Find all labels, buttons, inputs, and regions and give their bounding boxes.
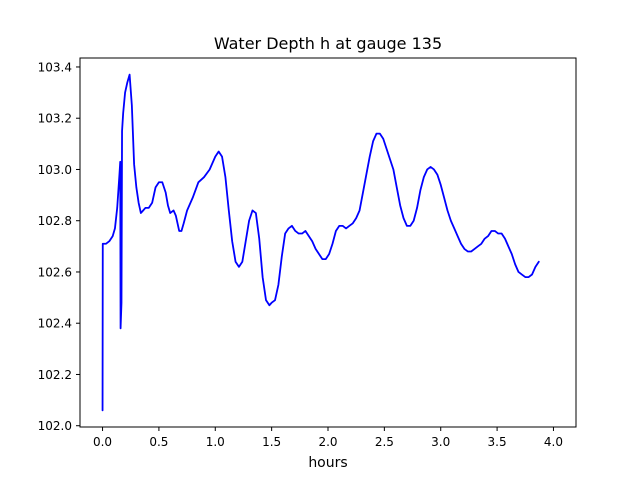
x-tick-label: 3.0 [431, 435, 450, 449]
y-tick-label: 102.4 [38, 317, 72, 331]
x-tick-label: 2.0 [318, 435, 337, 449]
y-tick-label: 102.6 [38, 265, 72, 279]
y-tick-label: 103.4 [38, 60, 72, 74]
y-tick-label: 103.2 [38, 112, 72, 126]
x-tick-label: 2.5 [375, 435, 394, 449]
series-line-0 [101, 73, 540, 412]
x-tick-label: 4.0 [544, 435, 563, 449]
y-axis-ticks: 102.0 102.2 102.4 102.6 102.8 103.0 103.2 103.4 [38, 60, 80, 433]
x-tick-label: 3.5 [488, 435, 507, 449]
x-tick-label: 0.0 [93, 435, 112, 449]
x-axis-ticks: 0.0 0.5 1.0 1.5 2.0 2.5 3.0 3.5 4.0 [93, 427, 563, 449]
x-tick-label: 0.5 [149, 435, 168, 449]
x-axis-label: hours [308, 455, 347, 471]
x-tick-label: 1.0 [206, 435, 225, 449]
y-tick-label: 102.0 [38, 419, 72, 433]
chart-title: Water Depth h at gauge 135 [214, 34, 442, 53]
y-tick-label: 102.2 [38, 368, 72, 382]
x-tick-label: 1.5 [262, 435, 281, 449]
y-tick-label: 103.0 [38, 163, 72, 177]
y-tick-label: 102.8 [38, 214, 72, 228]
